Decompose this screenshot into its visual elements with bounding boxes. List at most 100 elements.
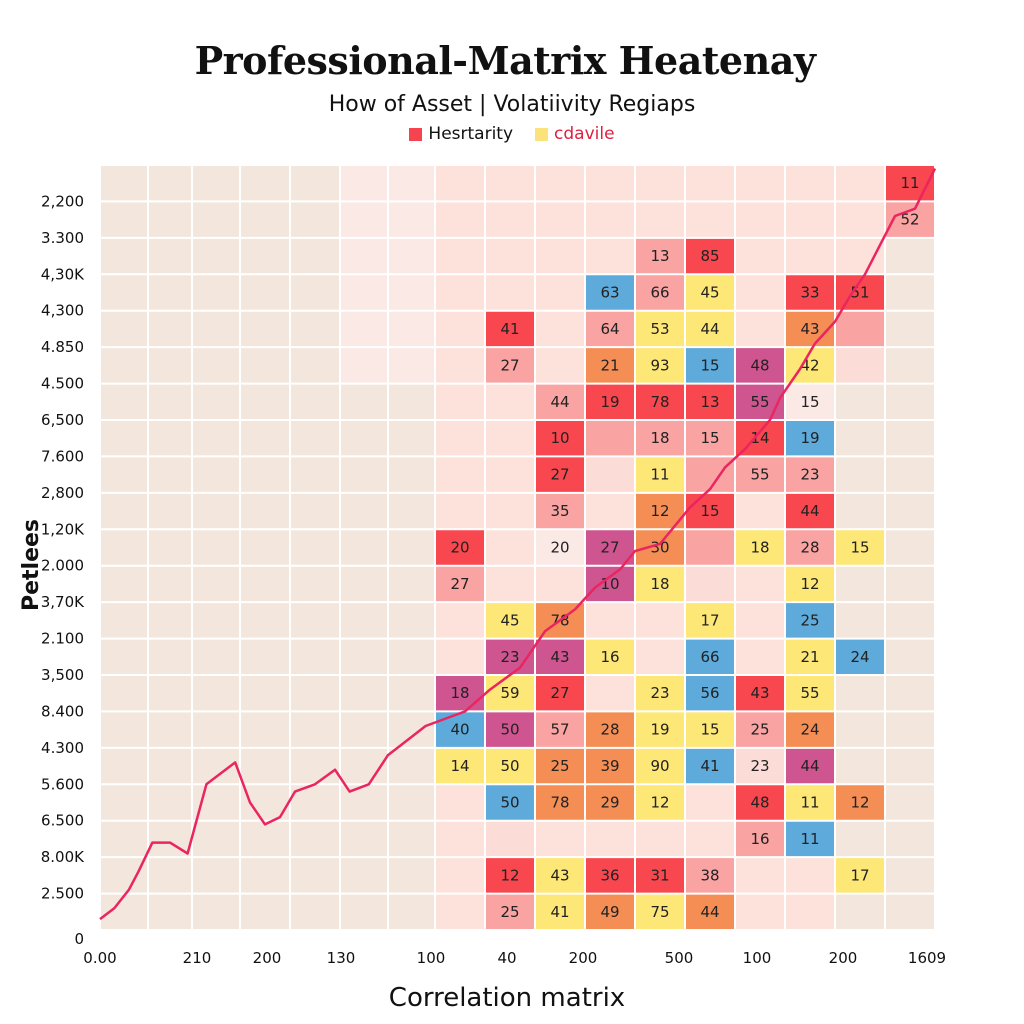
heatmap-bg-cell <box>835 711 885 748</box>
heatmap-cell <box>685 565 735 603</box>
heatmap-bg-cell <box>192 310 240 348</box>
heatmap-bg-cell <box>340 492 388 530</box>
heatmap-bg-cell <box>340 565 388 603</box>
cell-value-label: 43 <box>550 648 569 666</box>
heatmap-bg-cell <box>388 456 435 493</box>
heatmap-bg-cell <box>388 165 435 202</box>
heatmap-cell <box>635 675 685 712</box>
heatmap-bg-cell <box>435 456 485 493</box>
heatmap-bg-cell <box>240 383 290 420</box>
cell-value-label: 13 <box>700 393 719 411</box>
heatmap-bg-cell <box>192 420 240 457</box>
heatmap-bg-cell <box>785 857 835 894</box>
y-tick-label: 8.400 <box>41 702 84 720</box>
heatmap-bg-cell <box>240 675 290 712</box>
heatmap-bg-cell <box>290 857 340 894</box>
heatmap-bg-cell <box>100 638 148 675</box>
heatmap-bg-cell <box>240 820 290 858</box>
line-series <box>99 168 937 921</box>
heatmap-bg-cell <box>885 492 935 530</box>
heatmap-bg-cell <box>240 857 290 894</box>
heatmap-bg-cell <box>148 383 192 420</box>
legend-label: Hesrtarity <box>428 124 514 144</box>
heatmap-bg-cell <box>148 857 192 894</box>
heatmap-cell <box>435 711 485 748</box>
heatmap-cell <box>735 711 785 748</box>
cell-value-label: 50 <box>500 794 519 812</box>
heatmap-bg-cell <box>885 237 935 275</box>
cell-value-label: 21 <box>600 356 619 374</box>
heatmap-bg-cell <box>785 165 835 202</box>
heatmap-cell <box>535 675 585 712</box>
heatmap-cell <box>535 529 585 566</box>
heatmap-bg-cell <box>290 492 340 530</box>
heatmap-cell <box>735 784 785 821</box>
cell-value-label: 20 <box>450 539 469 557</box>
heatmap-cell <box>535 638 585 675</box>
heatmap-bg-cell <box>388 820 435 858</box>
heatmap-bg-cell <box>885 638 935 675</box>
x-tick-labels: 0.00 210 200 130 100 40 200 500 100 200 1609 <box>83 949 946 967</box>
cell-value-label: 24 <box>800 721 819 739</box>
heatmap-bg-cell <box>192 820 240 858</box>
cell-value-label: 12 <box>500 866 519 884</box>
heatmap-bg-cell <box>148 747 192 785</box>
heatmap-bg-cell <box>388 602 435 639</box>
heatmap-bg-cell <box>100 820 148 858</box>
heatmap-bg-cell <box>388 638 435 675</box>
cell-value-label: 41 <box>700 757 719 775</box>
heatmap-bg-cell <box>585 237 635 275</box>
heatmap-cell <box>635 274 685 311</box>
x-tick-label: 100 <box>743 949 772 967</box>
heatmap-bg-cell <box>240 529 290 566</box>
heatmap-bg-cell <box>388 711 435 748</box>
y-tick-label: 2,200 <box>41 192 84 210</box>
heatmap-bg-cell <box>148 456 192 493</box>
heatmap-bg-cell <box>192 347 240 384</box>
heatmap-cell <box>685 274 735 311</box>
heatmap-bg-cell <box>340 274 388 311</box>
cell-value-label: 48 <box>750 794 769 812</box>
heatmap-bg-cell <box>340 602 388 639</box>
grid-lines <box>99 164 936 931</box>
cell-value-label: 48 <box>750 356 769 374</box>
chart-title: Professional-Matrix Heatenay <box>194 38 816 83</box>
cell-value-label: 13 <box>650 247 669 265</box>
heatmap-bg-cell <box>148 675 192 712</box>
cell-value-label: 28 <box>600 721 619 739</box>
heatmap-bg-cell <box>240 347 290 384</box>
heatmap-cell <box>785 565 835 603</box>
heatmap-cell <box>785 675 835 712</box>
heatmap-bg-cell <box>148 347 192 384</box>
heatmap-bg-cell <box>735 857 785 894</box>
heatmap-cell <box>485 675 535 712</box>
heatmap-cell <box>685 420 735 457</box>
heatmap-bg-cell <box>885 747 935 785</box>
heatmap-bg-cell <box>835 747 885 785</box>
heatmap-bg-cell <box>192 893 240 930</box>
heatmap-cell <box>685 237 735 275</box>
heatmap-bg-cell <box>340 857 388 894</box>
x-tick-label: 200 <box>253 949 282 967</box>
cell-value-label: 15 <box>800 393 819 411</box>
heatmap-cell <box>785 492 835 530</box>
heatmap-cell <box>685 893 735 930</box>
heatmap-bg-cell <box>340 675 388 712</box>
heatmap-bg-cell <box>435 602 485 639</box>
heatmap-bg-cell <box>100 857 148 894</box>
heatmap-bg-cell <box>585 675 635 712</box>
cell-value-label: 25 <box>550 757 569 775</box>
heatmap-bg-cell <box>585 602 635 639</box>
x-tick-label: 100 <box>417 949 446 967</box>
heatmap-bg-cell <box>290 638 340 675</box>
heatmap-bg-cell <box>485 529 535 566</box>
heatmap-bg-cell <box>485 383 535 420</box>
heatmap-cell <box>735 529 785 566</box>
heatmap-bg-cell <box>885 529 935 566</box>
heatmap-cell <box>635 310 685 348</box>
heatmap-bg-cell <box>240 565 290 603</box>
y-tick-label: 8.00K <box>41 848 85 866</box>
heatmap-bg-cell <box>885 893 935 930</box>
heatmap-bg-cell <box>240 602 290 639</box>
heatmap-cell <box>635 420 685 457</box>
